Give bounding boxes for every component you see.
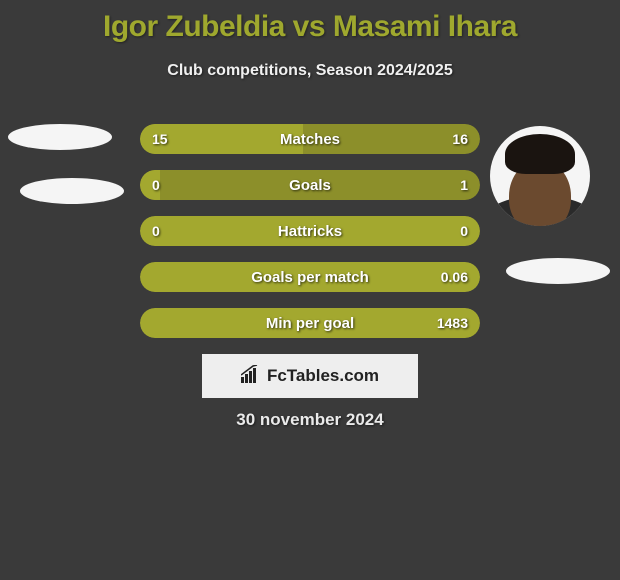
player-right-oval [506, 258, 610, 284]
stats-bars: 15Matches160Goals10Hattricks0Goals per m… [140, 124, 480, 354]
comparison-subtitle: Club competitions, Season 2024/2025 [0, 62, 620, 80]
stat-label: Min per goal [140, 308, 480, 338]
stat-row: Min per goal1483 [140, 308, 480, 338]
stat-right-value: 0.06 [441, 262, 468, 292]
stat-row: 15Matches16 [140, 124, 480, 154]
comparison-date: 30 november 2024 [0, 410, 620, 430]
stat-row: 0Hattricks0 [140, 216, 480, 246]
stat-label: Matches [140, 124, 480, 154]
stat-row: 0Goals1 [140, 170, 480, 200]
player-left-oval-2 [20, 178, 124, 204]
stat-label: Goals per match [140, 262, 480, 292]
stat-right-value: 1 [460, 170, 468, 200]
stat-row: Goals per match0.06 [140, 262, 480, 292]
brand-badge: FcTables.com [202, 354, 418, 398]
chart-icon [241, 365, 261, 388]
stat-label: Goals [140, 170, 480, 200]
stat-right-value: 0 [460, 216, 468, 246]
comparison-title: Igor Zubeldia vs Masami Ihara [0, 0, 620, 44]
brand-text: FcTables.com [267, 366, 379, 386]
stat-right-value: 16 [452, 124, 468, 154]
stat-right-value: 1483 [437, 308, 468, 338]
player-right-avatar [490, 126, 590, 226]
stat-label: Hattricks [140, 216, 480, 246]
player-left-oval-1 [8, 124, 112, 150]
